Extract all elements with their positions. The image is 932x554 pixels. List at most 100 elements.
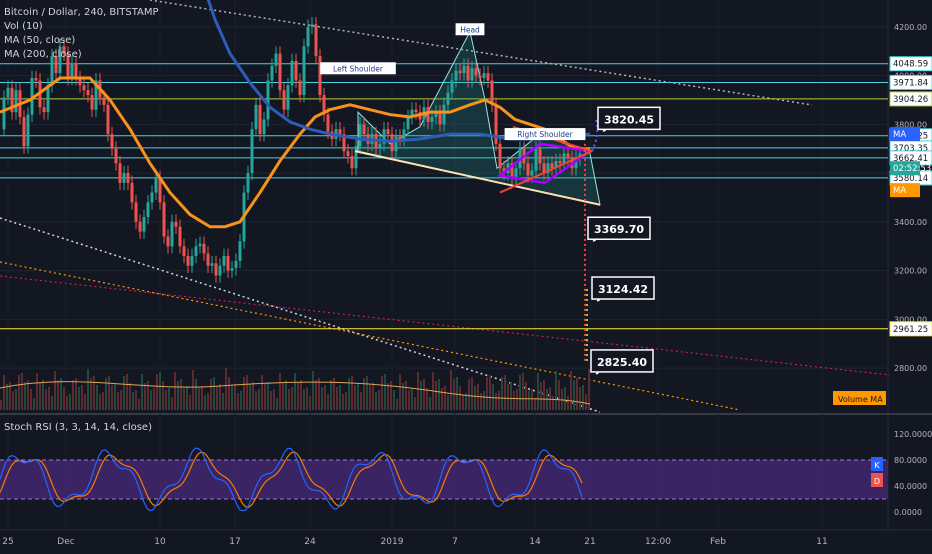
x-tick-label: 24	[304, 537, 316, 547]
volume-bar	[39, 382, 41, 410]
candle-body	[490, 80, 494, 105]
volume-bar	[450, 370, 452, 410]
volume-bar	[231, 386, 233, 410]
volume-bar	[51, 396, 53, 410]
volume-bar	[501, 377, 503, 410]
volume-bar	[234, 384, 236, 410]
candle-body	[70, 63, 74, 79]
volume-bar	[30, 389, 32, 410]
price-level-label: 4048.59	[893, 60, 928, 70]
volume-bar	[582, 385, 584, 410]
moving-average-line	[0, 76, 590, 229]
volume-bar	[474, 386, 476, 410]
volume-bar	[177, 381, 179, 410]
volume-bar	[486, 377, 488, 410]
pink-trendline	[0, 275, 891, 376]
volume-indicator-label[interactable]: Vol (10)	[4, 21, 43, 32]
volume-bar	[180, 379, 182, 410]
candle-body	[174, 221, 178, 227]
volume-bar	[252, 382, 254, 410]
volume-bar	[555, 371, 557, 410]
candle-body	[198, 243, 202, 247]
target-callout-box	[587, 216, 651, 240]
volume-bar	[171, 397, 173, 410]
volume-bar	[150, 390, 152, 410]
price-badge-label: MA	[893, 130, 906, 140]
candle-body	[250, 129, 254, 174]
candle-body	[54, 56, 58, 74]
stoch-rsi-title[interactable]: Stoch RSI (3, 3, 14, 14, close)	[4, 422, 152, 433]
candle-body	[154, 177, 158, 193]
volume-bar	[492, 384, 494, 410]
candle-body	[134, 202, 138, 222]
target-callout-label: 3820.45	[604, 113, 654, 126]
x-tick-label: Feb	[710, 537, 726, 547]
x-tick-label: 25	[2, 537, 13, 547]
candle-body	[178, 226, 182, 247]
candle-body	[526, 163, 530, 176]
volume-ma-line	[0, 381, 591, 405]
volume-bar	[291, 387, 293, 410]
candle-body	[298, 80, 302, 96]
volume-bar	[111, 385, 113, 410]
ma50-indicator-label[interactable]: MA (50, close)	[4, 35, 76, 46]
rsi-d-badge	[871, 473, 883, 487]
volume-bar	[48, 387, 50, 410]
volume-bar	[300, 380, 302, 410]
wedge-lower-line	[499, 150, 593, 194]
candle-body	[142, 216, 146, 232]
candle-body	[454, 70, 458, 81]
y-tick-label: 3400.00	[894, 218, 927, 227]
candle-body	[286, 85, 290, 110]
candle-body	[410, 109, 414, 118]
volume-bar	[471, 377, 473, 410]
symbol-title[interactable]: Bitcoin / Dollar, 240, BITSTAMP	[4, 7, 159, 18]
candle-body	[362, 124, 366, 135]
rsi-d-badge-label: D	[874, 477, 880, 486]
volume-bar	[393, 390, 395, 410]
candle-body	[326, 114, 330, 132]
volume-bar	[468, 379, 470, 410]
ma200-indicator-label[interactable]: MA (200, close)	[4, 49, 82, 60]
candle-body	[282, 90, 286, 110]
candle-body	[94, 80, 98, 110]
volume-bar	[498, 391, 500, 410]
candle-body	[466, 65, 470, 81]
volume-bar	[93, 376, 95, 410]
candle-body	[538, 148, 542, 164]
volume-bar	[519, 375, 521, 410]
volume-bar	[579, 387, 581, 410]
candle-body	[382, 129, 386, 144]
volume-bar	[66, 396, 68, 410]
volume-bar	[285, 380, 287, 410]
volume-bar	[333, 378, 335, 410]
candle-body	[358, 124, 362, 147]
target-callout-box	[597, 106, 661, 131]
volume-bar	[81, 385, 83, 410]
candle-body	[6, 87, 10, 98]
volume-bar	[90, 378, 92, 410]
volume-bar	[522, 373, 524, 410]
chart-legend: Bitcoin / Dollar, 240, BITSTAMP Vol (10)…	[4, 6, 159, 62]
volume-bar	[441, 388, 443, 410]
volume-bar	[309, 396, 311, 410]
candle-body	[150, 192, 154, 203]
candle-body	[206, 253, 210, 266]
volume-bar	[360, 392, 362, 410]
volume-bar	[585, 394, 587, 410]
volume-bar	[183, 388, 185, 410]
volume-bar	[267, 382, 269, 410]
pattern-annotation-box	[504, 128, 586, 141]
candle-body	[430, 117, 434, 122]
volume-bar	[228, 377, 230, 410]
x-tick-label: 17	[229, 537, 240, 547]
volume-bar	[174, 372, 176, 410]
volume-bar	[510, 382, 512, 410]
candle-body	[558, 160, 562, 164]
price-level-label: 3904.26	[893, 95, 928, 105]
candle-body	[474, 68, 478, 76]
volume-bar	[0, 400, 2, 410]
